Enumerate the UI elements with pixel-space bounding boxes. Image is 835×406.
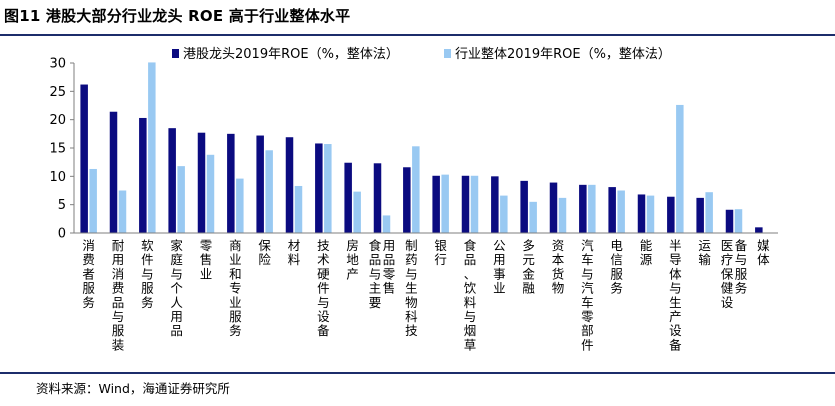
x-category-label: 食品与主要用品零售: [369, 238, 396, 310]
leader-roe-bar: [373, 163, 382, 233]
legend-label-industry: 行业整体2019年ROE（%，整体法）: [455, 47, 671, 62]
leader-roe-bar: [579, 184, 587, 233]
x-category-label: 软件与服务: [141, 238, 154, 310]
industry-roe-bar: [148, 62, 156, 233]
leader-roe-bar: [139, 117, 147, 233]
leader-roe-bar: [168, 128, 176, 233]
industry-roe-bar: [470, 175, 479, 233]
y-tick-label: 10: [49, 170, 66, 185]
y-tick-label: 5: [58, 198, 66, 213]
leader-roe-bar: [285, 137, 294, 233]
x-category-label: 家庭与个人用品: [170, 238, 183, 338]
chart-title: 图11 港股大部分行业龙头 ROE 高于行业整体水平: [4, 7, 351, 25]
source-rule: [0, 372, 835, 374]
industry-roe-bar: [588, 184, 596, 233]
x-category-label: 消费者服务: [82, 238, 95, 310]
leader-roe-bar: [725, 209, 734, 233]
source-note: 资料来源：Wind，海通证券研究所: [36, 381, 230, 396]
industry-roe-bar: [177, 166, 185, 233]
leader-roe-bar: [608, 187, 616, 233]
legend-swatch-leader: [172, 49, 179, 58]
y-tick-label: 15: [49, 142, 66, 157]
y-tick-label: 30: [49, 57, 66, 72]
industry-roe-bar: [236, 178, 244, 233]
leader-roe-bar: [755, 227, 763, 233]
industry-roe-bar: [646, 195, 655, 233]
leader-roe-bar: [315, 143, 323, 233]
title-rule: [0, 34, 835, 36]
y-tick-label: 20: [49, 113, 66, 128]
leader-roe-bar: [227, 133, 235, 233]
industry-roe-bar: [705, 192, 713, 233]
leader-roe-bar: [344, 162, 352, 233]
leader-roe-bar: [80, 84, 88, 234]
industry-roe-bar: [529, 201, 537, 233]
leader-roe-bar: [256, 135, 264, 233]
x-category-label: 保险: [258, 238, 271, 267]
x-category-label: 材料: [288, 238, 301, 267]
x-category-label: 电信服务: [610, 238, 623, 296]
x-category-label: 银行: [434, 238, 447, 267]
x-category-label: 半导体与生产设备: [669, 238, 682, 352]
industry-roe-bar: [412, 146, 420, 233]
y-tick-label: 0: [58, 227, 66, 242]
leader-roe-bar: [520, 180, 528, 233]
x-category-label: 食品、饮料与烟草: [464, 238, 477, 352]
leader-roe-bar: [109, 111, 118, 233]
x-category-label: 资本货物: [552, 238, 565, 296]
x-category-label: 制药与生物科技: [405, 238, 418, 338]
industry-roe-bar: [734, 209, 743, 233]
industry-roe-bar: [500, 195, 508, 233]
roe-bar-chart: 0 5 10 15 20 25 30 消费者服务 耐用消费品与服装 软件与服务 家庭与个人用品 零售业…: [49, 47, 778, 352]
industry-roe-bar: [206, 154, 215, 233]
industry-roe-bar: [294, 185, 303, 233]
x-category-label: 医疗保健设备与服务: [721, 238, 748, 310]
x-category-label: 耐用消费品与服装: [112, 238, 125, 352]
x-category-label: 公用事业: [493, 238, 506, 296]
legend-swatch-industry: [444, 49, 451, 58]
industry-roe-bar: [89, 168, 97, 233]
industry-roe-bar: [118, 190, 127, 233]
industry-roe-bar: [676, 104, 684, 233]
x-category-label: 能源: [640, 238, 653, 267]
x-category-label: 零售业: [200, 238, 213, 281]
x-category-label: 房地产: [346, 238, 359, 281]
leader-roe-bar: [549, 182, 558, 233]
leader-roe-bar: [197, 132, 206, 233]
leader-roe-bar: [403, 167, 411, 233]
industry-roe-bar: [265, 150, 273, 233]
y-tick-label: 25: [49, 85, 66, 100]
industry-roe-bar: [324, 144, 332, 233]
leader-roe-bar: [637, 194, 646, 233]
x-category-label: 媒体: [757, 238, 770, 267]
leader-roe-bar: [432, 175, 440, 233]
x-category-label: 运输: [698, 238, 711, 267]
industry-roe-bar: [617, 190, 625, 233]
x-category-label: 技术硬件与设备: [317, 238, 330, 338]
industry-roe-bar: [558, 197, 567, 233]
legend-label-leader: 港股龙头2019年ROE（%，整体法）: [183, 47, 399, 62]
x-category-label: 多元金融: [522, 238, 535, 296]
industry-roe-bar: [382, 215, 391, 233]
leader-roe-bar: [667, 196, 675, 233]
leader-roe-bar: [696, 197, 704, 233]
industry-roe-bar: [441, 174, 449, 233]
leader-roe-bar: [461, 175, 470, 233]
x-category-label: 汽车与汽车零部件: [581, 238, 594, 352]
x-category-label: 商业和专业服务: [229, 238, 242, 338]
industry-roe-bar: [353, 191, 361, 233]
leader-roe-bar: [491, 176, 499, 233]
